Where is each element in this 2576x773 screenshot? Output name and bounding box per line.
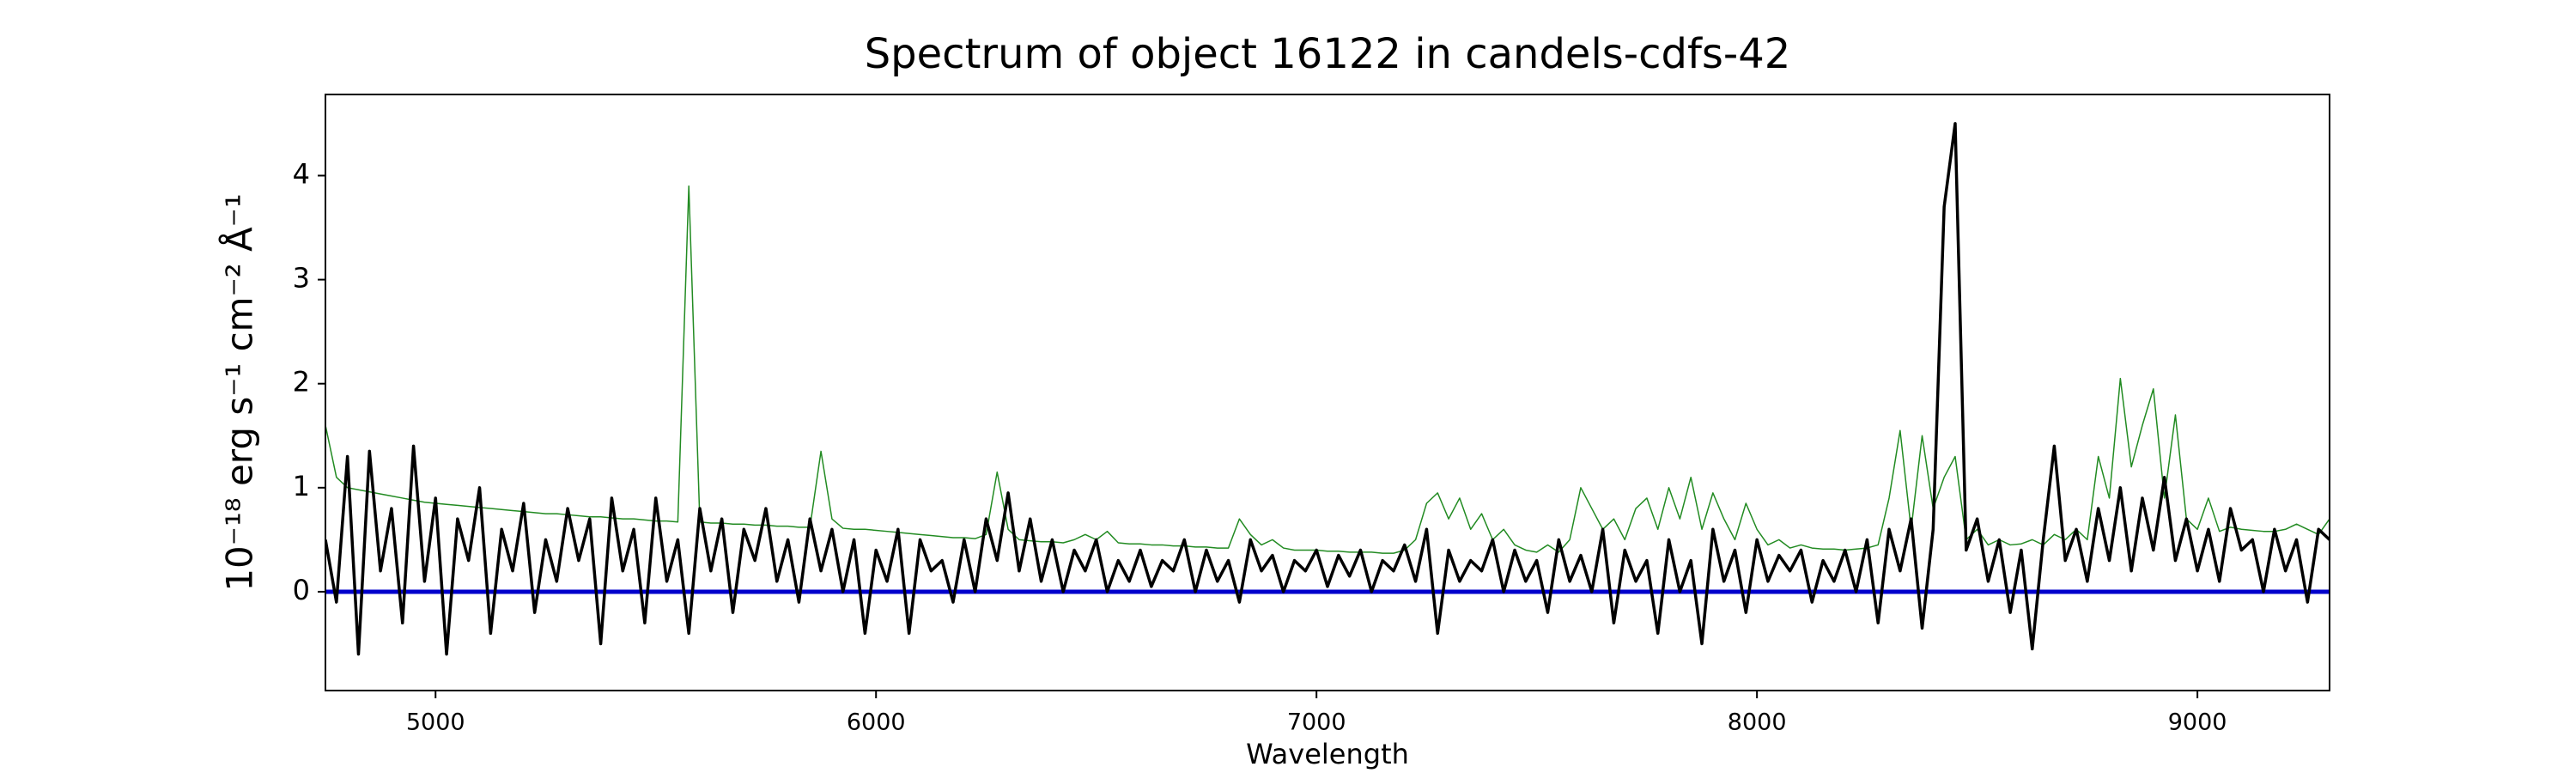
y-axis-label: 10⁻¹⁸ erg s⁻¹ cm⁻² Å⁻¹: [218, 193, 261, 591]
plot-frame: [325, 94, 2330, 691]
series-line: [325, 185, 2330, 554]
x-tick-label: 8000: [1728, 709, 1787, 736]
x-tick-label: 5000: [406, 709, 465, 736]
x-tick-label: 7000: [1287, 709, 1346, 736]
y-tick-label: 0: [293, 574, 310, 606]
y-tick-label: 1: [293, 470, 310, 502]
x-axis-label: Wavelength: [1246, 738, 1409, 770]
x-tick-label: 9000: [2168, 709, 2227, 736]
y-tick-label: 2: [293, 366, 310, 399]
chart-title: Spectrum of object 16122 in candels-cdfs…: [865, 30, 1791, 78]
y-tick-label: 4: [293, 157, 310, 190]
series-line: [325, 122, 2330, 656]
x-tick-label: 6000: [847, 709, 906, 736]
y-tick-label: 3: [293, 262, 310, 295]
